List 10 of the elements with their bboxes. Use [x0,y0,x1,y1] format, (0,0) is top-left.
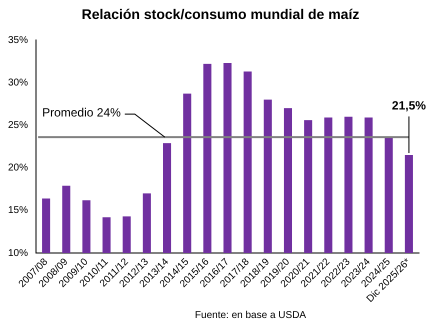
y-tick-label: 20% [8,162,28,174]
chart-title: Relación stock/consumo mundial de maíz [80,6,360,22]
y-tick-label: 25% [8,120,28,131]
source-note: Fuente: en base a USDA [194,310,308,321]
data-label: 21,5% [392,98,426,113]
y-tick-label: 30% [8,77,28,88]
y-tick-label: 35% [8,34,28,46]
ref-line-label: Promedio 24% [42,105,122,120]
y-tick-label: 10% [8,248,28,259]
y-tick-label: 15% [8,205,28,216]
